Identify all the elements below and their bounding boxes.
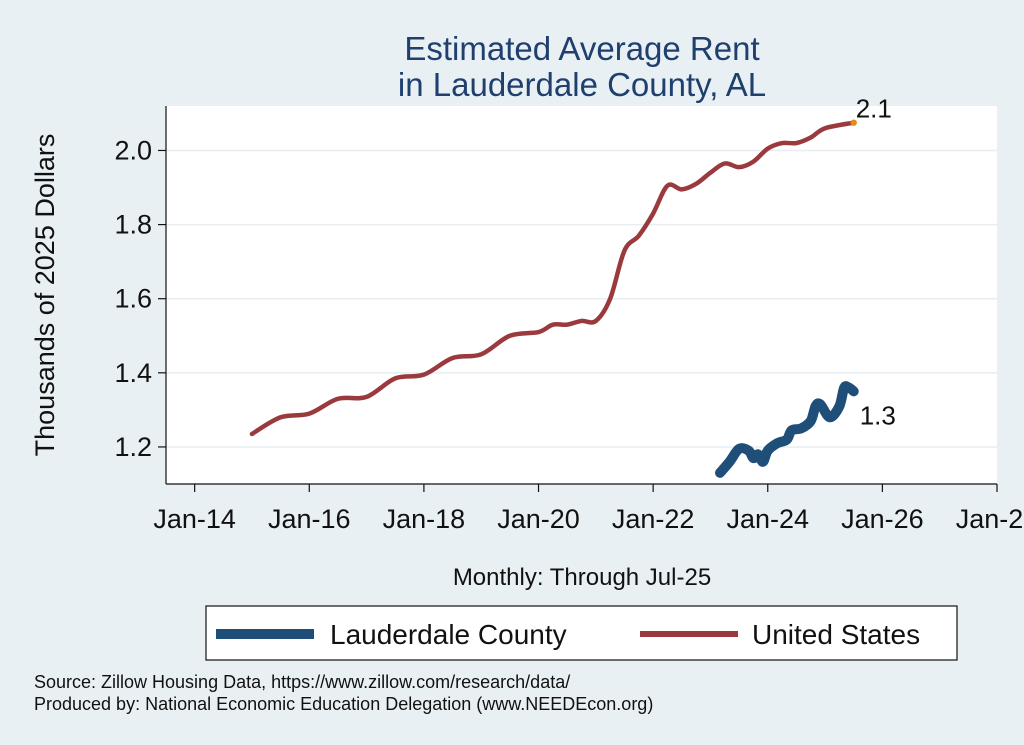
x-tick-label-Jan-22: Jan-22 [612,504,695,534]
source-note: Source: Zillow Housing Data, https://www… [34,672,570,692]
x-tick-label-Jan-26: Jan-26 [841,504,924,534]
x-tick-label-Jan-14: Jan-14 [153,504,236,534]
gridlines [166,149,997,448]
x-axis-ticks: Jan-14 Jan-16 Jan-18 Jan-20 Jan-22 Jan-24 Jan-… [153,484,1024,534]
series-layer: 1.3 2.1 [249,94,896,478]
chart-title-line-1: Estimated Average Rent [404,30,759,67]
y-tick-label-2.0: 2.0 [114,135,152,165]
y-tick-label-1.4: 1.4 [114,358,152,388]
x-tick-label-Jan-16: Jan-16 [268,504,351,534]
legend-label-lauderdale-county: Lauderdale County [330,619,567,650]
chart-title: Estimated Average Rent in Lauderdale Cou… [398,30,766,103]
x-tick-label-Jan-20: Jan-20 [497,504,580,534]
y-axis-ticks: 1.2 1.4 1.6 1.8 2.0 [114,135,166,462]
end-label-lauderdale-county: 1.3 [860,400,896,430]
x-axis-label: Monthly: Through Jul-25 [453,564,711,591]
y-tick-label-1.6: 1.6 [114,284,152,314]
chart-title-line-2: in Lauderdale County, AL [398,66,766,103]
legend-label-united-states: United States [752,619,920,650]
produced-by-note: Produced by: National Economic Education… [34,694,653,714]
x-tick-label-Jan-28: Jan-28 [956,504,1024,534]
end-label-united-states: 2.1 [856,94,892,124]
series-line-united-states [249,120,856,437]
y-tick-label-1.2: 1.2 [114,432,152,462]
legend-box [205,605,958,661]
end-marker-united-states [850,119,857,126]
plot-area [166,106,997,484]
x-tick-label-Jan-24: Jan-24 [726,504,809,534]
y-tick-label-1.8: 1.8 [114,210,152,240]
x-tick-label-Jan-18: Jan-18 [383,504,466,534]
legend: Lauderdale County United States [205,605,958,661]
series-line-lauderdale-county [715,381,859,478]
y-axis-label: Thousands of 2025 Dollars [30,134,60,457]
